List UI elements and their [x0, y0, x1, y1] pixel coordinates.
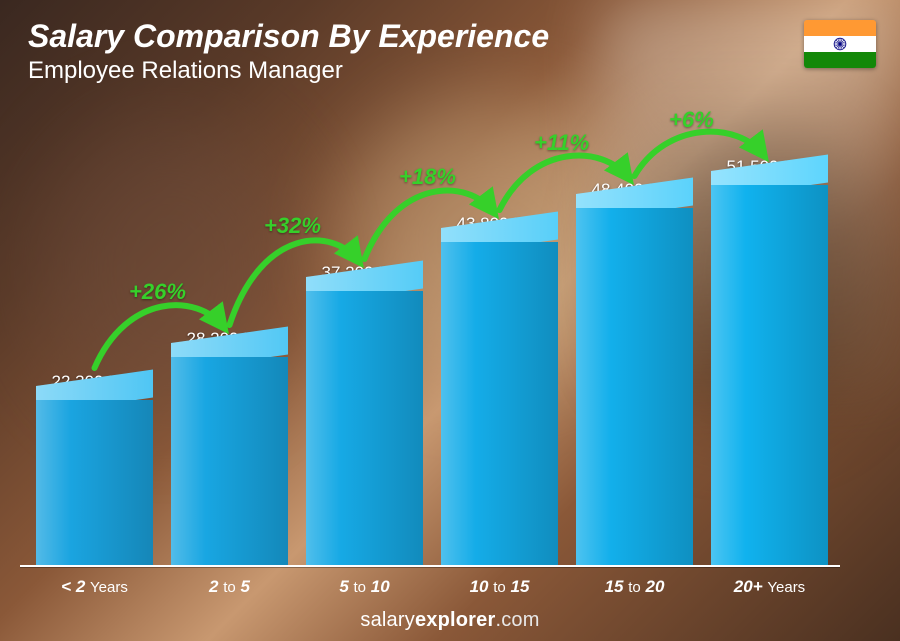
- flag-stripe-green: [804, 52, 876, 68]
- pct-increase-label: +6%: [669, 107, 714, 133]
- chart-area: 22,300 INR28,200 INR37,200 INR43,800 INR…: [0, 120, 900, 565]
- ashoka-chakra-icon: [833, 37, 847, 51]
- bar-slot: 51,500 INR: [711, 157, 828, 565]
- bar: [171, 357, 288, 565]
- pct-increase-label: +11%: [534, 130, 589, 156]
- bar-slot: 22,300 INR: [36, 372, 153, 565]
- x-axis-label: 20+ Years: [711, 577, 828, 597]
- bar-slot: 28,200 INR: [171, 329, 288, 565]
- brand-part-2: explorer: [415, 609, 496, 631]
- x-axis-label: 10 to 15: [441, 577, 558, 597]
- x-axis-label: 15 to 20: [576, 577, 693, 597]
- chart-baseline: [20, 565, 840, 567]
- bar-slot: 37,200 INR: [306, 263, 423, 565]
- title-block: Salary Comparison By Experience Employee…: [28, 18, 549, 85]
- bar-front-face: [441, 242, 558, 565]
- bar: [36, 400, 153, 565]
- brand-part-1: salary: [360, 609, 415, 631]
- bar: [441, 242, 558, 565]
- bar: [711, 185, 828, 565]
- bar-front-face: [306, 291, 423, 565]
- bar: [306, 291, 423, 565]
- bar-front-face: [711, 185, 828, 565]
- brand-logo-text: salaryexplorer.com: [0, 609, 900, 632]
- footer: salaryexplorer.com: [0, 609, 900, 633]
- flag-stripe-saffron: [804, 20, 876, 36]
- pct-increase-label: +26%: [129, 279, 186, 305]
- pct-increase-label: +32%: [264, 213, 321, 239]
- bar-front-face: [171, 357, 288, 565]
- pct-increase-label: +18%: [399, 164, 456, 190]
- bar-front-face: [36, 400, 153, 565]
- bar-front-face: [576, 208, 693, 565]
- bar-slot: 43,800 INR: [441, 214, 558, 565]
- bar: [576, 208, 693, 565]
- x-axis-label: < 2 Years: [36, 577, 153, 597]
- x-axis-labels: < 2 Years 2 to 5 5 to 10 10 to 15 15 to 20 20…: [36, 577, 828, 597]
- chart-title: Salary Comparison By Experience: [28, 18, 549, 55]
- brand-suffix: .com: [495, 609, 539, 631]
- chart-subtitle: Employee Relations Manager: [28, 57, 549, 85]
- x-axis-label: 5 to 10: [306, 577, 423, 597]
- bar-slot: 48,400 INR: [576, 180, 693, 565]
- country-flag-india: [804, 20, 876, 68]
- x-axis-label: 2 to 5: [171, 577, 288, 597]
